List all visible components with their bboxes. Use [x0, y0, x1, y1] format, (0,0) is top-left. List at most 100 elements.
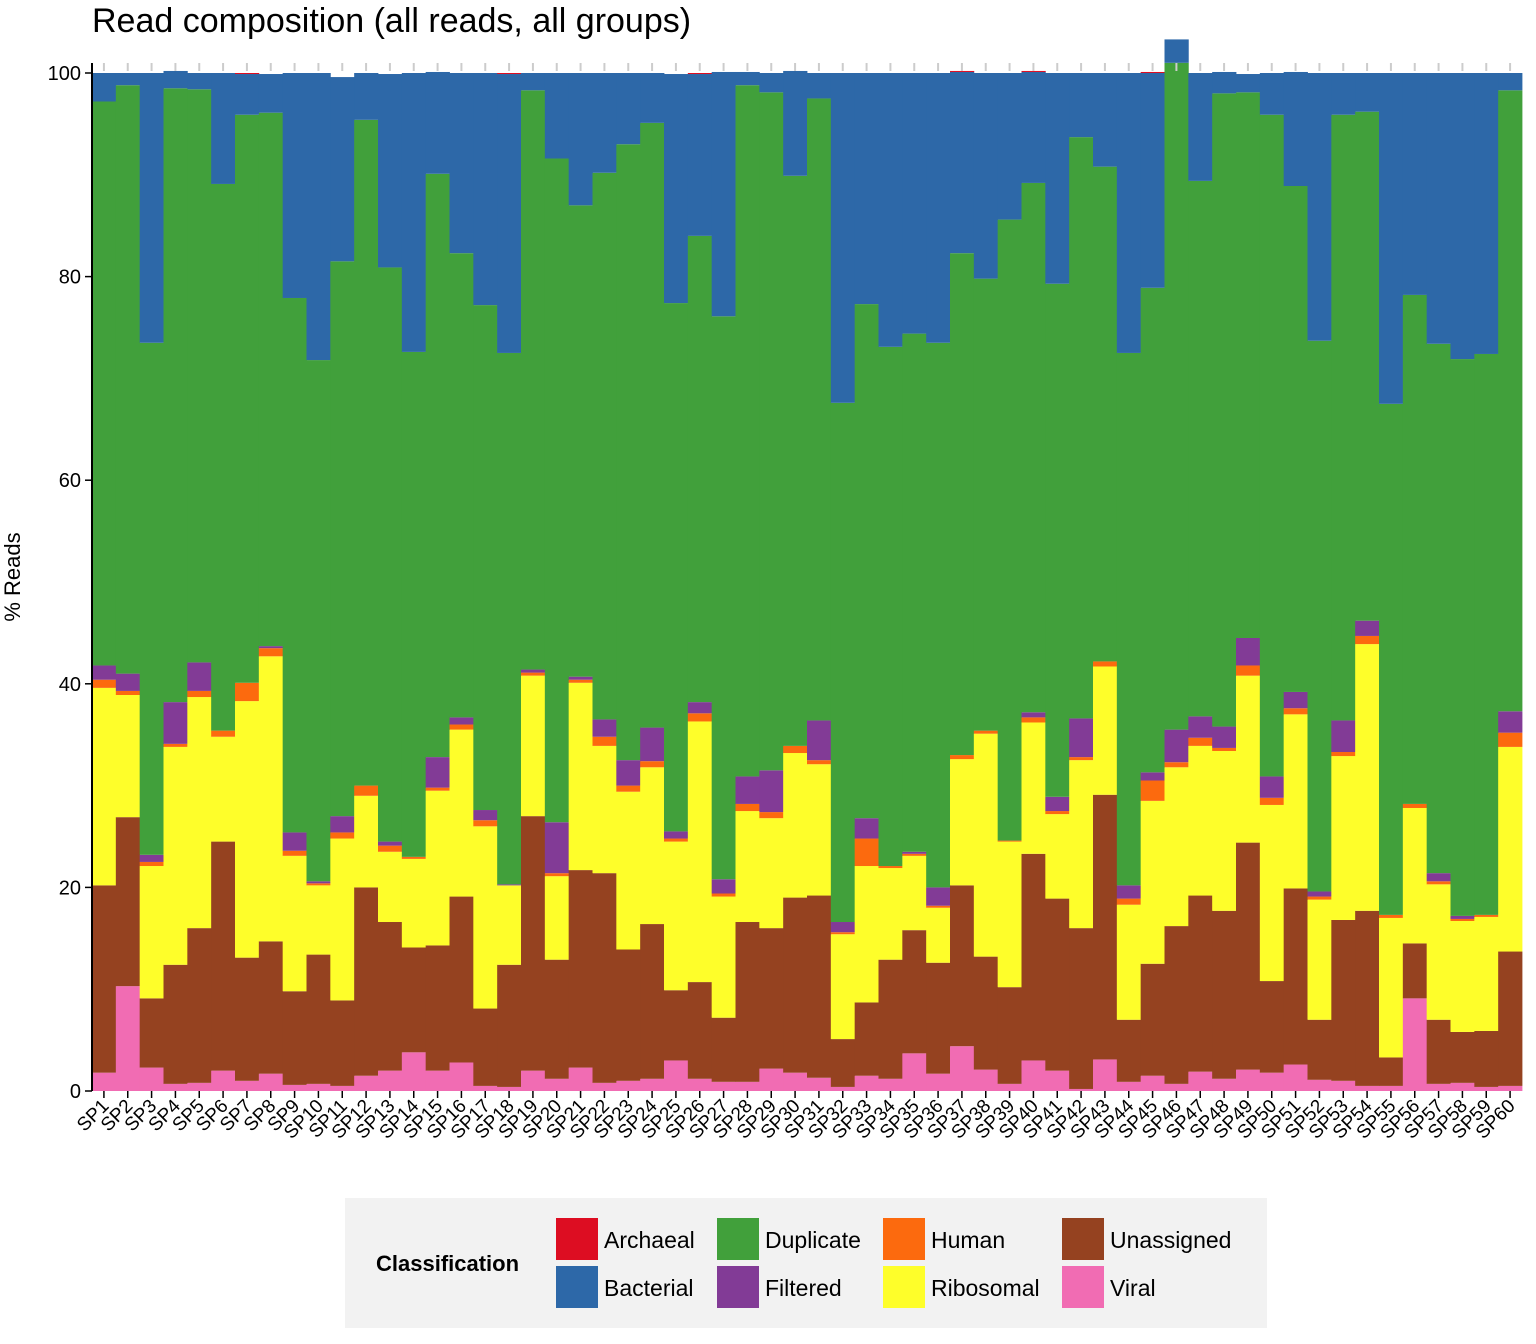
bar-segment-viral-sp30 [783, 1072, 808, 1091]
bar-segment-viral-sp17 [473, 1085, 498, 1091]
bar-segment-bacterial-sp57 [1426, 73, 1451, 344]
bar-segment-unassigned-sp36 [926, 962, 951, 1074]
bar-segment-bacterial-sp47 [1188, 73, 1213, 181]
bar-segment-human-sp41 [1045, 811, 1070, 815]
bar-segment-viral-sp4 [163, 1083, 188, 1091]
bar-segment-bacterial-sp54 [1355, 73, 1380, 112]
bar-segment-bacterial-sp11 [330, 77, 355, 262]
bar-segment-ribosomal-sp37 [950, 759, 975, 886]
bar-segment-human-sp21 [568, 679, 593, 683]
bar-segment-human-sp43 [1093, 661, 1118, 667]
bar-segment-unassigned-sp38 [973, 956, 999, 1070]
bar-segment-ribosomal-sp53 [1331, 756, 1356, 920]
bar-segment-bacterial-sp52 [1307, 73, 1332, 341]
bar-segment-ribosomal-sp54 [1355, 644, 1380, 911]
bar-segment-bacterial-sp53 [1331, 73, 1356, 115]
bar-segment-duplicate-sp36 [926, 342, 951, 888]
bar-segment-human-sp32 [830, 932, 856, 935]
bar-segment-bacterial-sp19 [521, 73, 546, 91]
bar-segment-ribosomal-sp21 [568, 682, 593, 871]
chart-title: Read composition (all reads, all groups) [92, 2, 692, 40]
bar-segment-ribosomal-sp10 [306, 885, 331, 955]
bar-segment-filtered-sp54 [1355, 620, 1380, 636]
bar-segment-viral-sp26 [687, 1078, 713, 1091]
bar-segment-viral-sp38 [973, 1069, 999, 1091]
bar-segment-bacterial-sp27 [711, 71, 736, 317]
bar-segment-bacterial-sp46 [1164, 39, 1189, 63]
bar-segment-bacterial-sp29 [759, 73, 784, 93]
bar-segment-unassigned-sp53 [1331, 919, 1356, 1081]
bar-segment-unassigned-sp33 [854, 1002, 879, 1076]
bar-segment-human-sp2 [115, 690, 141, 695]
bar-segment-viral-sp13 [378, 1070, 403, 1091]
bar-segment-filtered-sp47 [1188, 716, 1213, 738]
bar-segment-bacterial-sp10 [306, 73, 331, 361]
bar-segment-filtered-sp29 [759, 770, 784, 813]
bar-segment-duplicate-sp15 [425, 173, 450, 758]
bar-segment-viral-sp19 [521, 1070, 546, 1091]
bar-segment-viral-sp57 [1426, 1083, 1451, 1091]
bar-segment-viral-sp7 [235, 1080, 260, 1091]
bar-segment-viral-sp40 [1021, 1060, 1046, 1091]
bar-segment-ribosomal-sp60 [1498, 746, 1523, 952]
bar-segment-duplicate-sp45 [1140, 287, 1165, 773]
bar-segment-duplicate-sp57 [1426, 343, 1451, 874]
bar-segment-duplicate-sp44 [1116, 352, 1142, 886]
bar-segment-human-sp14 [401, 856, 427, 859]
bar-segment-duplicate-sp6 [211, 183, 236, 731]
legend-swatch-viral [1062, 1266, 1104, 1308]
bar-segment-ribosomal-sp16 [449, 729, 474, 897]
bar-segment-bacterial-sp32 [830, 73, 856, 403]
y-tick-label: 0 [70, 1081, 81, 1103]
bar-segment-duplicate-sp3 [139, 342, 164, 855]
bar-segment-human-sp3 [139, 861, 164, 867]
bar-segment-unassigned-sp51 [1283, 888, 1308, 1065]
bar-segment-duplicate-sp20 [544, 158, 570, 823]
bar-segment-bacterial-sp22 [592, 73, 617, 173]
bar-segment-duplicate-sp41 [1045, 283, 1070, 797]
bar-segment-viral-sp27 [711, 1081, 736, 1091]
bar-segment-ribosomal-sp45 [1140, 800, 1165, 964]
bar-segment-unassigned-sp59 [1474, 1030, 1499, 1087]
bar-segment-filtered-sp51 [1283, 691, 1308, 709]
bar-segment-ribosomal-sp2 [115, 695, 141, 818]
bar-segment-bacterial-sp43 [1093, 73, 1118, 167]
y-axis-label: % Reads [0, 532, 25, 621]
bar-segment-bacterial-sp13 [378, 74, 403, 268]
bar-segment-ribosomal-sp48 [1212, 750, 1237, 911]
bar-segment-filtered-sp20 [544, 822, 570, 874]
bar-segment-human-sp15 [425, 787, 450, 791]
bar-segment-duplicate-sp14 [401, 351, 427, 857]
y-tick-label: 80 [59, 267, 81, 289]
bar-segment-unassigned-sp42 [1069, 928, 1094, 1089]
bar-segment-filtered-sp13 [378, 841, 403, 846]
bar-segment-unassigned-sp12 [354, 887, 379, 1076]
bar-segment-ribosomal-sp15 [425, 790, 450, 946]
bar-segment-viral-sp11 [330, 1085, 355, 1091]
bar-segment-bacterial-sp59 [1474, 73, 1499, 354]
bar-segment-viral-sp32 [830, 1086, 856, 1091]
bar-segment-viral-sp5 [187, 1082, 212, 1091]
bar-segment-unassigned-sp34 [878, 959, 903, 1079]
bar-segment-human-sp20 [544, 873, 570, 877]
bar-segment-human-sp49 [1236, 665, 1261, 676]
bar-segment-ribosomal-sp18 [497, 885, 522, 965]
bar-segment-viral-sp33 [854, 1075, 879, 1091]
bar-segment-human-sp44 [1116, 898, 1142, 905]
bar-segment-ribosomal-sp32 [830, 934, 856, 1040]
bar-segment-unassigned-sp50 [1259, 981, 1285, 1073]
bar-segment-unassigned-sp43 [1093, 794, 1118, 1060]
bar-segment-duplicate-sp12 [354, 119, 379, 786]
bar-segment-viral-sp14 [401, 1052, 427, 1091]
bar-segment-filtered-sp32 [830, 922, 856, 933]
bar-segment-bacterial-sp35 [902, 73, 927, 334]
bar-segment-viral-sp15 [425, 1070, 450, 1091]
bar-segment-human-sp51 [1283, 708, 1308, 715]
bar-segment-ribosomal-sp31 [807, 764, 832, 896]
bar-segment-duplicate-sp16 [449, 253, 474, 718]
bar-segment-viral-sp1 [92, 1072, 117, 1091]
bar-segment-human-sp47 [1188, 737, 1213, 746]
bar-segment-human-sp54 [1355, 635, 1380, 645]
bar-segment-archaeal-sp7 [235, 73, 260, 75]
bar-segment-unassigned-sp31 [807, 895, 832, 1078]
